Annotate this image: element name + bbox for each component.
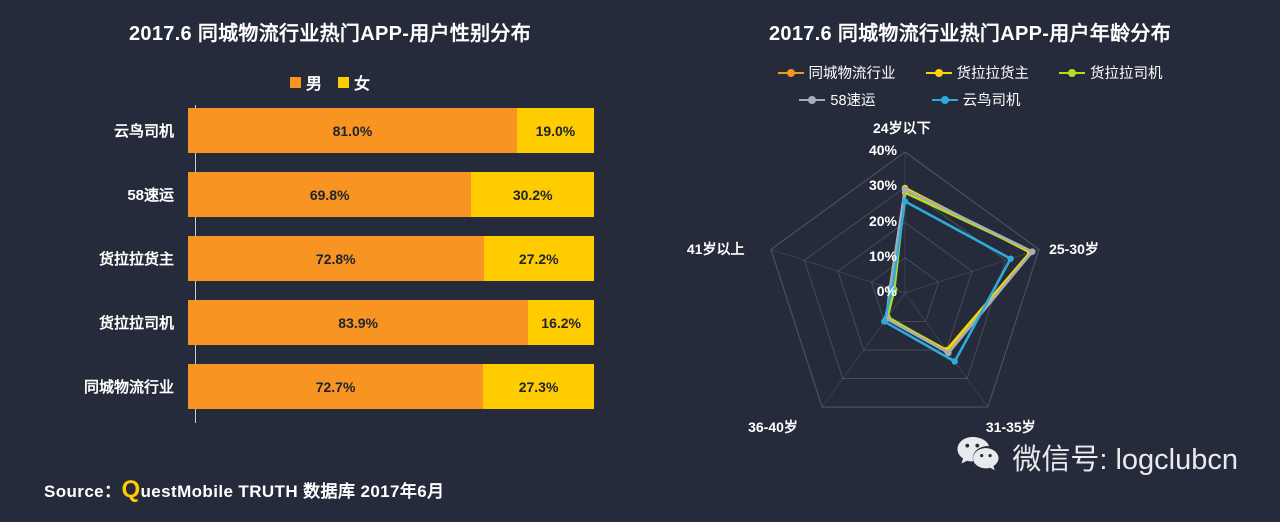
radar-data-point[interactable] <box>945 349 952 357</box>
radar-axis-spoke <box>770 249 906 294</box>
bar-segment-male[interactable]: 72.7% <box>188 364 484 409</box>
age-legend-label: 同城物流行业 <box>808 66 896 82</box>
gender-bar-chart: 云鸟司机 81.0% 19.0% 58速运 69.8% 30.2% 货拉拉货主 72.8% 27… <box>0 100 660 425</box>
bar-segment-female[interactable]: 16.2% <box>528 300 594 345</box>
gender-legend-item[interactable]: 男 <box>289 70 322 94</box>
radar-series-line[interactable] <box>882 200 1012 363</box>
age-legend-label: 货拉拉货主 <box>956 66 1030 82</box>
radar-data-point[interactable] <box>901 198 909 205</box>
radar-category-label: 41岁以上 <box>686 241 745 258</box>
legend-line-marker-icon <box>925 68 952 78</box>
bar-segment-male[interactable]: 72.8% <box>188 236 484 281</box>
bar-category-label: 云鸟司机 <box>113 123 174 140</box>
radar-plot <box>770 151 1040 408</box>
gender-legend: 男女 <box>0 70 660 94</box>
age-legend-item[interactable]: 同城物流行业 <box>777 62 896 83</box>
radar-tick-label: 10% <box>868 247 897 264</box>
legend-swatch-icon <box>289 76 301 88</box>
radar-category-label: 31-35岁 <box>985 419 1036 436</box>
bar-category-label: 58速运 <box>127 187 174 204</box>
age-legend-item[interactable]: 货拉拉货主 <box>925 62 1030 83</box>
age-legend-label: 云鸟司机 <box>962 93 1021 109</box>
gender-chart-title: 2017.6 同城物流行业热门APP-用户性别分布 <box>128 23 531 45</box>
questmobile-q-glyph: Q <box>121 476 141 503</box>
bar-segment-female[interactable]: 27.3% <box>483 364 594 409</box>
radar-grid-ring <box>871 257 939 322</box>
radar-tick-label: 0% <box>876 283 897 299</box>
radar-grid-ring <box>770 151 1040 408</box>
radar-category-label: 25-30岁 <box>1049 241 1099 258</box>
bar-segment-female[interactable]: 30.2% <box>471 172 594 217</box>
bar-segment-female[interactable]: 27.2% <box>483 236 594 281</box>
radar-series-line[interactable] <box>886 187 1033 353</box>
bar-segment-female[interactable]: 19.0% <box>516 108 594 153</box>
wechat-id-text: 微信号: logclubcn <box>1012 443 1238 476</box>
radar-tick-label: 30% <box>868 177 897 194</box>
legend-line-marker-icon <box>777 68 804 78</box>
source-note: Source：QuestMobile TRUTH 数据库 2017年6月 <box>44 476 445 504</box>
radar-tick-label: 40% <box>868 142 897 158</box>
source-prefix: Source： <box>44 482 122 501</box>
bar-track: 72.8% 27.2% <box>188 236 594 281</box>
radar-series-line[interactable] <box>885 186 1032 352</box>
radar-data-point[interactable] <box>881 318 888 325</box>
radar-data-point[interactable] <box>901 186 909 193</box>
bar-row: 同城物流行业 72.7% 27.3% <box>0 364 660 409</box>
legend-line-marker-icon <box>799 95 826 105</box>
gender-distribution-panel: 2017.6 同城物流行业热门APP-用户性别分布 男女 云鸟司机 81.0% 19… <box>0 23 660 425</box>
radar-axis-spoke <box>821 292 906 408</box>
radar-tick-label: 20% <box>868 212 897 229</box>
wechat-icon <box>956 435 1000 478</box>
bar-row: 云鸟司机 81.0% 19.0% <box>0 108 660 153</box>
bar-row: 货拉拉货主 72.8% 27.2% <box>0 236 660 281</box>
age-legend-label: 货拉拉司机 <box>1090 66 1163 82</box>
age-legend-item[interactable]: 货拉拉司机 <box>1059 62 1163 83</box>
bar-track: 83.9% 16.2% <box>188 300 594 345</box>
age-radar-chart: 0% 10% 20% 30% 40% 24岁以下 25-30岁 31-35岁 36-40岁 41岁… <box>660 110 1280 435</box>
radar-data-point[interactable] <box>951 358 958 365</box>
legend-line-marker-icon <box>931 95 958 105</box>
age-legend-item[interactable]: 云鸟司机 <box>931 89 1021 110</box>
gender-legend-label: 女 <box>354 76 371 93</box>
bar-segment-male[interactable]: 83.9% <box>188 300 529 345</box>
gender-legend-item[interactable]: 女 <box>338 70 370 94</box>
radar-category-label: 36-40岁 <box>748 419 798 436</box>
bar-category-label: 同城物流行业 <box>83 379 174 396</box>
bar-row: 58速运 69.8% 30.2% <box>0 172 660 217</box>
bar-row: 货拉拉司机 83.9% 16.2% <box>0 300 660 345</box>
bar-track: 69.8% 30.2% <box>188 172 594 217</box>
age-legend-row: 58速运 云鸟司机 <box>660 89 1280 110</box>
age-legend-item[interactable]: 58速运 <box>799 89 876 110</box>
radar-grid-ring <box>837 222 973 351</box>
age-chart-title: 2017.6 同城物流行业热门APP-用户年龄分布 <box>768 23 1171 45</box>
legend-line-marker-icon <box>1059 68 1085 78</box>
age-distribution-panel: 2017.6 同城物流行业热门APP-用户年龄分布 同城物流行业 货拉拉货主 货拉拉… <box>660 0 1280 522</box>
radar-series-line[interactable] <box>885 188 1034 355</box>
bar-track: 72.7% 27.3% <box>188 364 594 409</box>
wechat-watermark: 微信号: logclubcn <box>956 435 1238 478</box>
age-legend-row: 同城物流行业 货拉拉货主 货拉拉司机 <box>660 62 1280 83</box>
age-legend-label: 58速运 <box>830 93 876 109</box>
legend-swatch-icon <box>338 76 349 88</box>
radar-data-point[interactable] <box>889 285 896 293</box>
radar-data-point[interactable] <box>1029 248 1036 255</box>
source-rest: uestMobile TRUTH 数据库 2017年6月 <box>140 482 445 501</box>
bar-category-label: 货拉拉货主 <box>98 251 174 268</box>
bar-segment-male[interactable]: 69.8% <box>188 172 472 217</box>
bar-category-label: 货拉拉司机 <box>98 315 174 332</box>
radar-axis-spoke <box>904 249 1040 294</box>
gender-legend-label: 男 <box>305 76 322 93</box>
bar-track: 81.0% 19.0% <box>188 108 594 153</box>
bar-segment-male[interactable]: 81.0% <box>188 108 517 153</box>
radar-category-label: 24岁以下 <box>873 120 931 136</box>
age-legend: 同城物流行业 货拉拉货主 货拉拉司机 58速运 云鸟司机 <box>660 62 1280 110</box>
radar-data-point[interactable] <box>1007 255 1014 262</box>
